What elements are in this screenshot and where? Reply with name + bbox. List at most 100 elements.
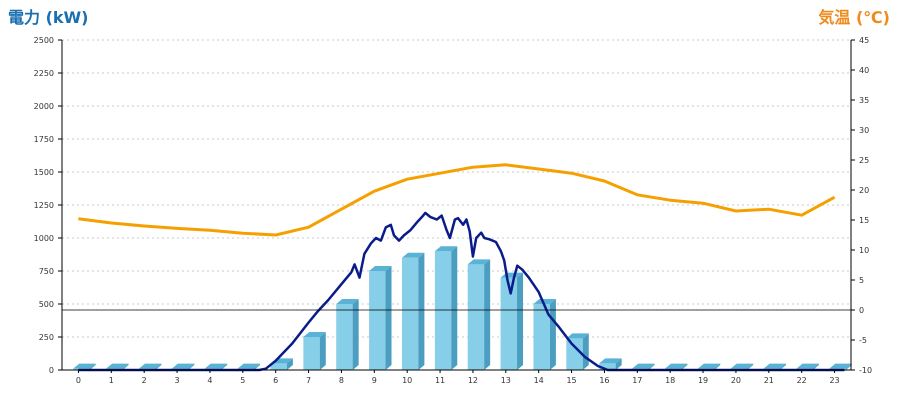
bar-top bbox=[730, 363, 754, 369]
data-lines bbox=[78, 163, 845, 372]
bar-top bbox=[829, 363, 852, 369]
right-tick-label: 0 bbox=[859, 306, 864, 315]
bar-side bbox=[780, 363, 787, 370]
bar-side bbox=[319, 332, 326, 370]
bar-front bbox=[270, 363, 287, 370]
bar-front bbox=[500, 277, 518, 370]
bar-top bbox=[204, 363, 228, 369]
x-tick-label: 22 bbox=[797, 376, 807, 385]
tick-labels: 02505007501000125015001750200022502500-1… bbox=[34, 36, 872, 385]
x-tick-label: 7 bbox=[306, 376, 311, 385]
power-line bbox=[78, 211, 845, 372]
bar bbox=[467, 259, 491, 370]
bar bbox=[270, 358, 293, 370]
bar-side bbox=[714, 363, 721, 370]
x-tick-label: 13 bbox=[501, 376, 511, 385]
bar-top bbox=[599, 358, 622, 364]
left-tick-label: 2250 bbox=[34, 69, 54, 78]
x-tick-label: 0 bbox=[76, 376, 81, 385]
bar-top bbox=[763, 363, 787, 369]
bar-top bbox=[237, 363, 261, 369]
bar-top bbox=[533, 299, 556, 304]
right-tick-label: 35 bbox=[859, 96, 869, 105]
bar-top bbox=[369, 266, 392, 271]
right-tick-label: 30 bbox=[859, 126, 869, 135]
left-tick-label: 0 bbox=[49, 366, 54, 375]
left-tick-label: 1500 bbox=[34, 168, 54, 177]
bar-side bbox=[254, 363, 261, 370]
x-tick-label: 23 bbox=[829, 376, 839, 385]
bar-side bbox=[286, 358, 293, 370]
bar bbox=[336, 299, 359, 370]
bar-top bbox=[73, 363, 96, 369]
bar-front bbox=[533, 304, 550, 370]
bar-side bbox=[484, 259, 491, 370]
x-tick-label: 3 bbox=[175, 376, 180, 385]
bar-side bbox=[812, 363, 819, 370]
bar-top bbox=[566, 333, 589, 339]
left-tick-label: 1000 bbox=[34, 234, 54, 243]
bar bbox=[369, 266, 392, 370]
bar-top bbox=[796, 363, 819, 369]
bar-side bbox=[155, 363, 162, 370]
bar-side bbox=[681, 363, 688, 370]
grid-lines bbox=[62, 39, 851, 338]
bar-side bbox=[352, 299, 359, 370]
bar-top bbox=[303, 332, 326, 337]
bar-front bbox=[401, 257, 419, 370]
bar-side bbox=[418, 252, 425, 370]
bar-top bbox=[664, 363, 688, 369]
bar bbox=[401, 252, 425, 370]
x-tick-label: 1 bbox=[109, 376, 114, 385]
left-tick-label: 750 bbox=[39, 267, 54, 276]
right-tick-label: 40 bbox=[859, 66, 869, 75]
x-tick-label: 8 bbox=[339, 376, 344, 385]
left-tick-label: 500 bbox=[39, 300, 54, 309]
x-tick-label: 4 bbox=[207, 376, 212, 385]
x-tick-label: 2 bbox=[142, 376, 147, 385]
x-tick-label: 16 bbox=[599, 376, 609, 385]
bar bbox=[303, 332, 326, 370]
bar bbox=[566, 333, 589, 370]
x-tick-label: 18 bbox=[665, 376, 675, 385]
bar-top bbox=[336, 299, 359, 304]
right-tick-label: 20 bbox=[859, 186, 869, 195]
bar-top bbox=[138, 363, 162, 369]
bar-front bbox=[369, 271, 386, 370]
x-tick-label: 5 bbox=[240, 376, 245, 385]
right-tick-label: 15 bbox=[859, 216, 869, 225]
x-tick-label: 12 bbox=[468, 376, 478, 385]
bar-top bbox=[632, 363, 655, 369]
x-tick-label: 17 bbox=[632, 376, 642, 385]
right-axis-title: 気温 (℃) bbox=[818, 8, 890, 27]
left-tick-label: 1250 bbox=[34, 201, 54, 210]
temperature-line bbox=[78, 163, 836, 237]
bar-front bbox=[467, 264, 485, 370]
left-tick-label: 1750 bbox=[34, 135, 54, 144]
left-tick-label: 2000 bbox=[34, 102, 54, 111]
x-tick-label: 6 bbox=[273, 376, 278, 385]
bar bbox=[434, 246, 458, 370]
x-tick-label: 19 bbox=[698, 376, 708, 385]
bar-top bbox=[171, 363, 195, 369]
bar-front bbox=[336, 304, 353, 370]
bar-front bbox=[434, 251, 452, 370]
bar-side bbox=[385, 266, 392, 370]
bar-side bbox=[582, 333, 589, 370]
left-axis-title: 電力 (kW) bbox=[8, 8, 89, 27]
bar-top bbox=[106, 363, 129, 369]
bar-front bbox=[599, 363, 616, 370]
bar-side bbox=[451, 246, 458, 370]
bar-side bbox=[221, 363, 228, 370]
bar-top bbox=[697, 363, 721, 369]
right-tick-label: 45 bbox=[859, 36, 869, 45]
right-tick-label: 10 bbox=[859, 246, 869, 255]
x-tick-label: 20 bbox=[731, 376, 741, 385]
x-tick-label: 10 bbox=[402, 376, 412, 385]
bar-top bbox=[434, 246, 458, 252]
axes bbox=[58, 39, 855, 373]
left-tick-label: 250 bbox=[39, 333, 54, 342]
bar-top bbox=[467, 259, 491, 265]
x-tick-label: 14 bbox=[534, 376, 544, 385]
